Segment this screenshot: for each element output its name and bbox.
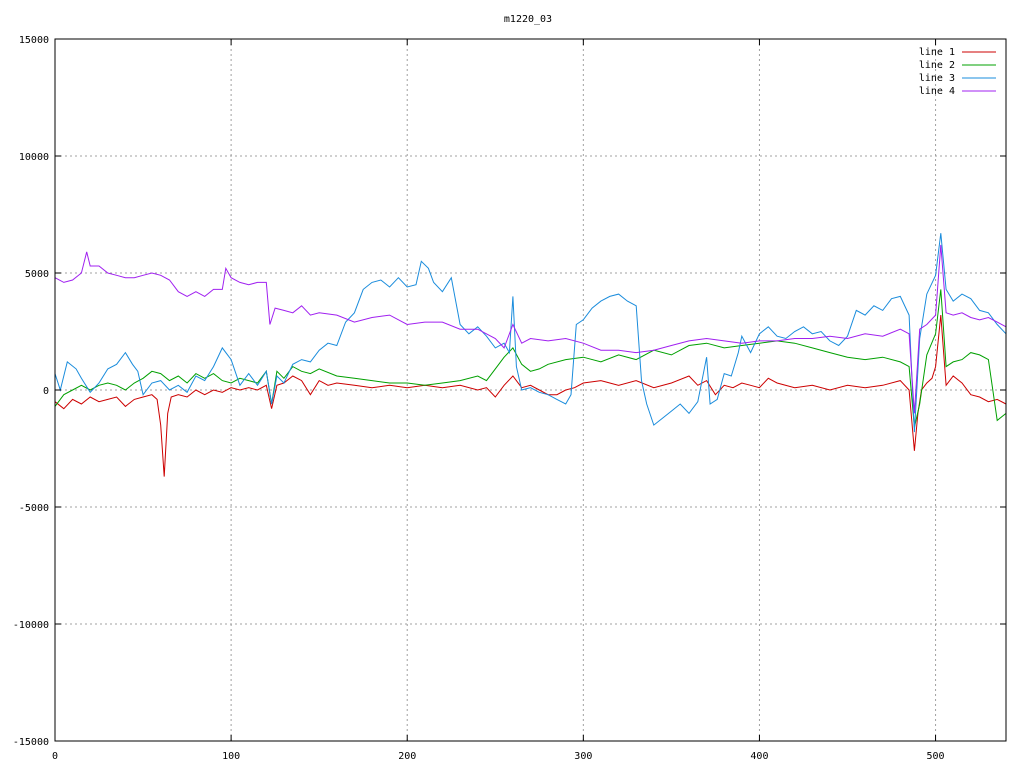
series-group <box>54 233 1007 477</box>
series-line-4 <box>54 244 1007 414</box>
y-tick-label: 5000 <box>25 269 49 280</box>
x-tick-label: 500 <box>927 751 945 762</box>
y-tick-label: 0 <box>43 386 49 397</box>
series-line-1 <box>54 315 1007 477</box>
series-line-2 <box>54 289 1007 428</box>
x-tick-label: 0 <box>52 751 58 762</box>
y-tick-label: -5000 <box>19 503 49 514</box>
x-tick-label: 400 <box>750 751 768 762</box>
series-line-3 <box>54 233 1007 433</box>
legend: line 1 line 2 line 3 line 4 <box>919 47 996 97</box>
y-tick-label: 15000 <box>19 35 49 46</box>
legend-label-4: line 4 <box>919 86 955 97</box>
legend-label-1: line 1 <box>919 47 955 58</box>
grid-lines <box>55 39 1006 741</box>
x-tick-label: 300 <box>574 751 592 762</box>
y-tick-label: 10000 <box>19 152 49 163</box>
x-tick-label: 100 <box>222 751 240 762</box>
chart-title: m1220_03 <box>504 14 552 25</box>
y-tick-label: -10000 <box>13 620 49 631</box>
legend-label-3: line 3 <box>919 73 955 84</box>
axis-ticks: -15000 -10000 -5000 0 5000 10000 15000 0 100 200 3… <box>13 35 1006 762</box>
x-tick-label: 200 <box>398 751 416 762</box>
legend-label-2: line 2 <box>919 60 955 71</box>
y-tick-label: -15000 <box>13 737 49 748</box>
